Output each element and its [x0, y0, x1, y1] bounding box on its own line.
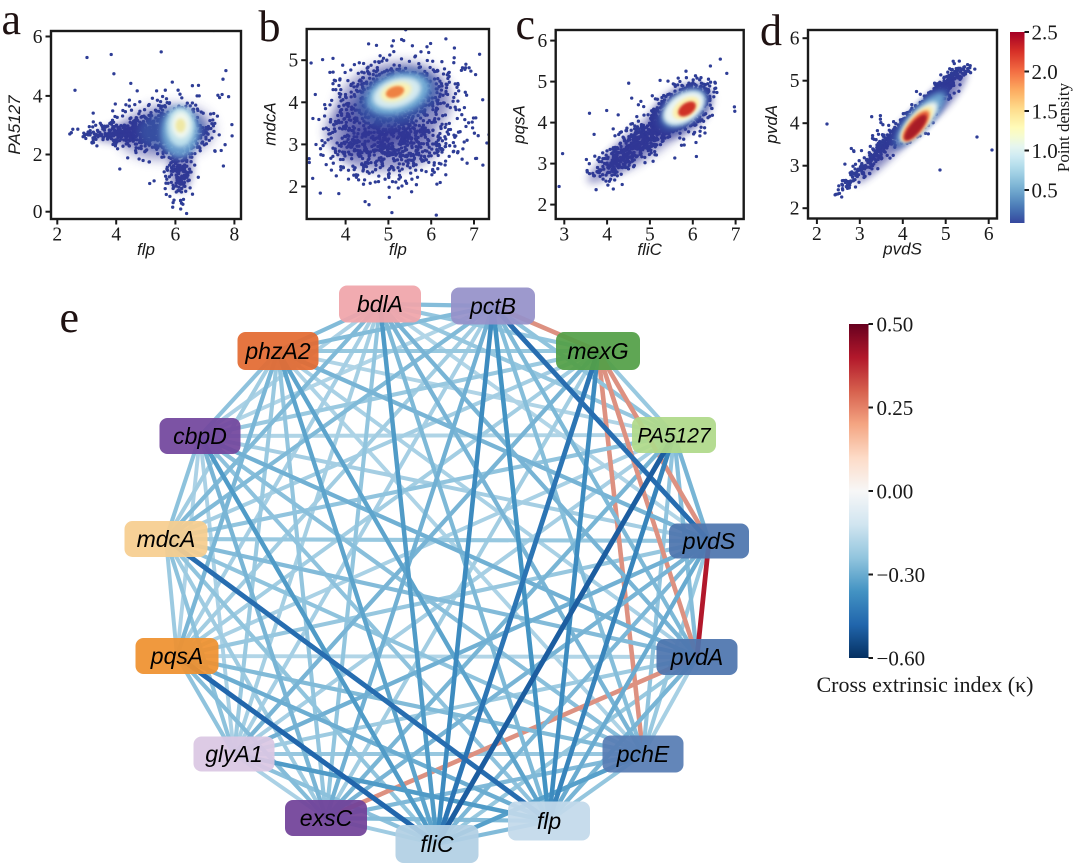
svg-text:d: d — [760, 6, 782, 55]
svg-text:5: 5 — [790, 71, 800, 92]
svg-text:Point density: Point density — [1054, 82, 1073, 172]
svg-text:3: 3 — [288, 135, 298, 156]
svg-text:a: a — [2, 0, 22, 44]
svg-text:mdcA: mdcA — [137, 526, 196, 552]
svg-text:4: 4 — [341, 225, 351, 246]
svg-text:4: 4 — [898, 224, 908, 245]
svg-text:cbpD: cbpD — [173, 423, 227, 449]
svg-text:2.0: 2.0 — [1032, 60, 1058, 84]
svg-text:0.25: 0.25 — [877, 396, 914, 420]
svg-text:6: 6 — [790, 29, 800, 50]
svg-text:flp: flp — [537, 808, 562, 834]
svg-text:4: 4 — [790, 114, 800, 135]
svg-text:PA5127: PA5127 — [5, 95, 24, 155]
svg-text:pvdS: pvdS — [882, 240, 922, 259]
svg-text:Cross extrinsic index (κ): Cross extrinsic index (κ) — [817, 672, 1034, 697]
svg-text:flp: flp — [137, 240, 155, 259]
svg-text:5: 5 — [288, 51, 298, 72]
svg-text:5: 5 — [645, 225, 655, 246]
svg-text:pchE: pchE — [616, 741, 670, 767]
svg-text:8: 8 — [230, 225, 240, 246]
svg-text:0: 0 — [33, 202, 43, 223]
svg-text:3: 3 — [855, 224, 865, 245]
svg-text:glyA1: glyA1 — [205, 741, 263, 767]
svg-text:flp: flp — [389, 240, 407, 259]
svg-text:fliC: fliC — [637, 240, 662, 259]
svg-text:e: e — [60, 293, 80, 342]
svg-text:bdlA: bdlA — [357, 291, 403, 317]
svg-text:0.00: 0.00 — [877, 480, 914, 504]
svg-text:2: 2 — [52, 225, 62, 246]
svg-text:7: 7 — [469, 225, 479, 246]
svg-text:4: 4 — [33, 86, 43, 107]
svg-text:5: 5 — [941, 224, 951, 245]
svg-text:4: 4 — [602, 225, 612, 246]
svg-text:b: b — [259, 2, 281, 51]
svg-text:0.5: 0.5 — [1032, 179, 1058, 203]
svg-text:4: 4 — [288, 93, 298, 114]
svg-text:5: 5 — [537, 72, 547, 93]
svg-text:2.5: 2.5 — [1032, 21, 1058, 45]
svg-text:0.50: 0.50 — [877, 313, 914, 337]
svg-text:−0.60: −0.60 — [877, 647, 926, 671]
svg-text:2: 2 — [537, 195, 547, 216]
svg-text:5: 5 — [384, 225, 394, 246]
svg-text:PA5127: PA5127 — [637, 424, 711, 447]
svg-text:phzA2: phzA2 — [244, 338, 310, 364]
svg-text:pctB: pctB — [469, 293, 516, 319]
svg-text:4: 4 — [111, 225, 121, 246]
svg-text:4: 4 — [537, 113, 547, 134]
svg-text:c: c — [516, 0, 536, 49]
svg-text:6: 6 — [537, 31, 547, 52]
svg-text:2: 2 — [812, 224, 822, 245]
svg-text:6: 6 — [984, 224, 994, 245]
svg-text:mdcA: mdcA — [261, 102, 280, 145]
svg-text:fliC: fliC — [420, 831, 454, 857]
svg-text:6: 6 — [171, 225, 181, 246]
svg-text:1.0: 1.0 — [1032, 139, 1058, 163]
svg-text:pvdA: pvdA — [762, 105, 781, 145]
svg-text:3: 3 — [559, 225, 569, 246]
svg-text:1.5: 1.5 — [1032, 100, 1058, 124]
svg-text:2: 2 — [288, 177, 298, 198]
svg-text:3: 3 — [537, 154, 547, 175]
svg-text:pvdA: pvdA — [670, 644, 723, 670]
svg-text:6: 6 — [426, 225, 436, 246]
svg-text:exsC: exsC — [300, 805, 353, 831]
svg-text:mexG: mexG — [567, 338, 628, 364]
svg-text:6: 6 — [688, 225, 698, 246]
svg-text:7: 7 — [731, 225, 741, 246]
svg-text:pvdS: pvdS — [682, 528, 736, 554]
svg-text:2: 2 — [33, 145, 43, 166]
svg-text:pqsA: pqsA — [510, 105, 529, 145]
svg-text:3: 3 — [790, 156, 800, 177]
svg-text:6: 6 — [33, 27, 43, 48]
svg-text:2: 2 — [790, 199, 800, 220]
svg-text:pqsA: pqsA — [150, 643, 203, 669]
svg-text:−0.30: −0.30 — [877, 563, 926, 587]
